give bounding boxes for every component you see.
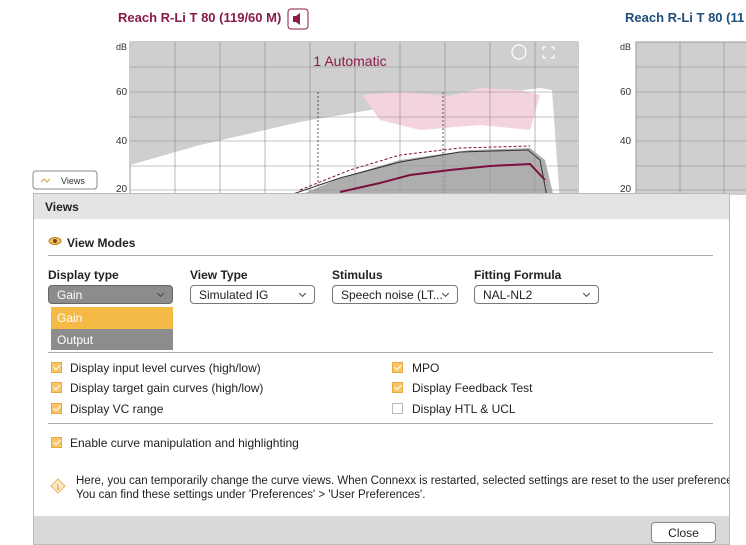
- checkbox[interactable]: [392, 362, 403, 373]
- dialog-title-bar: [34, 194, 729, 219]
- axis-label: 40: [620, 136, 632, 147]
- chart-area: Reach R-Li T 80 (119/60 M) Reach R-Li T …: [32, 8, 746, 195]
- checkbox[interactable]: [51, 362, 62, 373]
- axis-label: 20: [116, 184, 128, 195]
- separator: [48, 352, 713, 353]
- axis-label: 20: [620, 184, 632, 195]
- views-button-label: Views: [61, 176, 85, 186]
- checkbox-label: Display target gain curves (high/low): [70, 381, 264, 395]
- checkbox-label: MPO: [412, 361, 440, 375]
- close-button[interactable]: Close: [651, 522, 716, 543]
- expand-icon[interactable]: [542, 46, 555, 59]
- dropdown-option[interactable]: Output: [51, 329, 173, 350]
- left-plot: 1 Automatic dB 60 40 20: [116, 41, 579, 195]
- checkbox[interactable]: [392, 403, 403, 414]
- axis-label: 60: [620, 87, 632, 98]
- checkbox-label: Display Feedback Test: [412, 381, 533, 395]
- select[interactable]: Simulated IG: [190, 285, 315, 304]
- eye-icon: [48, 237, 62, 245]
- column-label: View Type: [190, 268, 248, 282]
- checkbox[interactable]: [51, 437, 62, 448]
- info-text: Here, you can temporarily change the cur…: [76, 475, 730, 487]
- unit-label: dB: [620, 42, 631, 52]
- speaker-icon: [293, 13, 300, 25]
- info-icon[interactable]: [511, 44, 527, 60]
- section-title: View Modes: [67, 236, 136, 250]
- program-label: 1 Automatic: [313, 53, 386, 69]
- checkbox-label: Display input level curves (high/low): [70, 361, 261, 375]
- select[interactable]: Gain: [48, 285, 173, 304]
- checkbox[interactable]: [51, 382, 62, 393]
- right-plot: dB 60 40 20: [620, 41, 746, 195]
- axis-label: 60: [116, 87, 128, 98]
- separator: [48, 423, 713, 424]
- checkbox[interactable]: [51, 403, 62, 414]
- unit-label: dB: [116, 42, 127, 52]
- views-icon: [40, 178, 51, 183]
- info-icon: i: [50, 478, 66, 494]
- separator: [48, 255, 713, 256]
- column-label: Display type: [48, 268, 119, 282]
- views-button[interactable]: [32, 170, 98, 190]
- info-text: You can find these settings under 'Prefe…: [76, 489, 426, 501]
- select[interactable]: NAL-NL2: [474, 285, 599, 304]
- dialog-title: Views: [45, 200, 79, 214]
- checkbox-label: Display VC range: [70, 402, 164, 416]
- dialog-footer: [34, 516, 729, 544]
- checkbox-label: Enable curve manipulation and highlighti…: [70, 436, 299, 450]
- dropdown-option[interactable]: Gain: [51, 307, 173, 329]
- checkbox-label: Display HTL & UCL: [412, 402, 516, 416]
- column-label: Stimulus: [332, 268, 383, 282]
- axis-label: 40: [116, 136, 128, 147]
- views-dialog: Views View Modes Display type View Type …: [33, 193, 730, 545]
- select[interactable]: Speech noise (LT...: [332, 285, 458, 304]
- right-title: Reach R-Li T 80 (11: [625, 10, 744, 25]
- left-title: Reach R-Li T 80 (119/60 M): [118, 10, 281, 25]
- svg-text:i: i: [57, 482, 60, 492]
- column-label: Fitting Formula: [474, 268, 562, 282]
- checkbox[interactable]: [392, 382, 403, 393]
